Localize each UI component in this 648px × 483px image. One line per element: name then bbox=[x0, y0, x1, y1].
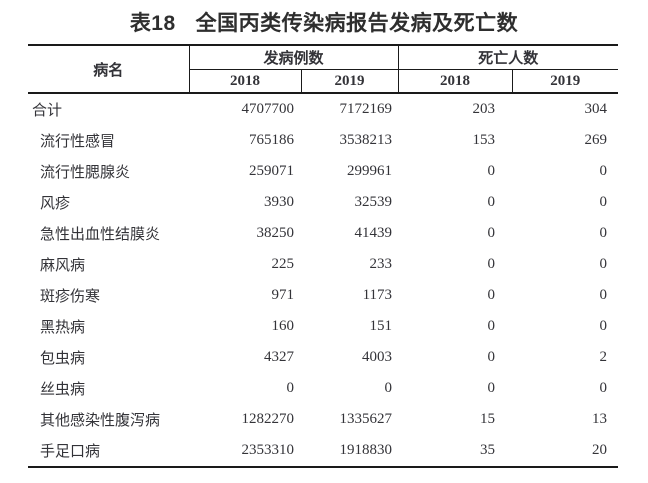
column-header-incidence-2018: 2018 bbox=[188, 69, 301, 94]
deaths-2019-cell: 0 bbox=[599, 287, 608, 303]
table-row: 黑热病 160 151 0 0 bbox=[28, 311, 618, 342]
deaths-2018-cell: 0 bbox=[487, 318, 496, 334]
incidence-2018-cell: 971 bbox=[271, 287, 295, 303]
deaths-2018-cell: 0 bbox=[487, 287, 496, 303]
disease-name-cell: 流行性腮腺炎 bbox=[40, 165, 131, 181]
table-body: 合计 4707700 7172169 203 304 流行性感冒 765186 … bbox=[28, 93, 618, 467]
table-row: 流行性腮腺炎 259071 299961 0 0 bbox=[28, 156, 618, 187]
deaths-2019-cell: 2 bbox=[599, 349, 608, 365]
column-header-incidence-2019: 2019 bbox=[300, 69, 399, 94]
disease-name-cell: 包虫病 bbox=[40, 351, 86, 367]
incidence-2018-cell: 0 bbox=[286, 380, 295, 396]
disease-name-cell: 其他感染性腹泻病 bbox=[40, 413, 161, 429]
column-group-incidence: 发病例数 bbox=[188, 45, 399, 70]
incidence-2019-cell: 3538213 bbox=[339, 132, 393, 148]
table-row: 其他感染性腹泻病 1282270 1335627 15 13 bbox=[28, 404, 618, 435]
deaths-2018-cell: 0 bbox=[487, 256, 496, 272]
incidence-2018-cell: 259071 bbox=[249, 163, 294, 179]
table-title-text: 全国丙类传染病报告发病及死亡数 bbox=[195, 12, 519, 35]
disease-name-cell: 麻风病 bbox=[40, 258, 86, 274]
deaths-2019-cell: 0 bbox=[599, 256, 608, 272]
deaths-2018-cell: 153 bbox=[472, 132, 496, 148]
incidence-2018-cell: 2353310 bbox=[241, 442, 295, 458]
incidence-2019-cell: 233 bbox=[369, 256, 393, 272]
table-row: 包虫病 4327 4003 0 2 bbox=[28, 342, 618, 373]
deaths-2019-cell: 20 bbox=[592, 442, 608, 458]
table-row: 急性出血性结膜炎 38250 41439 0 0 bbox=[28, 218, 618, 249]
incidence-2019-cell: 7172169 bbox=[339, 101, 393, 117]
table-header: 病名 发病例数 死亡人数 2018 2019 2018 2019 bbox=[28, 45, 619, 94]
deaths-2019-cell: 0 bbox=[599, 163, 608, 179]
deaths-2019-cell: 0 bbox=[599, 380, 608, 396]
disease-name-cell: 合计 bbox=[32, 103, 63, 119]
column-header-deaths-2019: 2019 bbox=[511, 69, 619, 94]
deaths-2019-cell: 0 bbox=[599, 225, 608, 241]
table-row: 麻风病 225 233 0 0 bbox=[28, 249, 618, 280]
disease-name-cell: 风疹 bbox=[40, 196, 71, 212]
disease-name-cell: 手足口病 bbox=[40, 444, 101, 460]
disease-name-cell: 丝虫病 bbox=[40, 382, 86, 398]
table-row: 手足口病 2353310 1918830 35 20 bbox=[28, 435, 618, 467]
table-number: 表18 bbox=[129, 12, 176, 35]
disease-name-cell: 黑热病 bbox=[40, 320, 86, 336]
incidence-2019-cell: 32539 bbox=[354, 194, 393, 210]
incidence-2019-cell: 1173 bbox=[362, 287, 393, 303]
disease-name-cell: 斑疹伤寒 bbox=[40, 289, 101, 305]
deaths-2018-cell: 35 bbox=[480, 442, 496, 458]
incidence-2018-cell: 160 bbox=[271, 318, 295, 334]
deaths-2019-cell: 304 bbox=[584, 101, 608, 117]
incidence-2018-cell: 765186 bbox=[249, 132, 294, 148]
disease-name-cell: 流行性感冒 bbox=[40, 134, 116, 150]
deaths-2018-cell: 0 bbox=[487, 163, 496, 179]
column-group-deaths: 死亡人数 bbox=[397, 45, 619, 70]
deaths-2018-cell: 0 bbox=[487, 349, 496, 365]
deaths-2018-cell: 15 bbox=[480, 411, 496, 427]
column-header-deaths-2018: 2018 bbox=[397, 69, 513, 94]
deaths-2018-cell: 203 bbox=[472, 101, 496, 117]
incidence-2018-cell: 1282270 bbox=[241, 411, 295, 427]
deaths-2018-cell: 0 bbox=[487, 225, 496, 241]
incidence-2018-cell: 4707700 bbox=[241, 101, 295, 117]
incidence-2019-cell: 151 bbox=[369, 318, 393, 334]
disease-name-cell: 急性出血性结膜炎 bbox=[40, 227, 161, 243]
table-row: 合计 4707700 7172169 203 304 bbox=[28, 93, 618, 125]
incidence-2019-cell: 0 bbox=[384, 380, 393, 396]
incidence-2018-cell: 225 bbox=[271, 256, 295, 272]
disease-statistics-table: 病名 发病例数 死亡人数 2018 2019 2018 2019 合计 4707… bbox=[28, 44, 619, 468]
table-row: 丝虫病 0 0 0 0 bbox=[28, 373, 618, 404]
incidence-2019-cell: 4003 bbox=[362, 349, 393, 365]
deaths-2019-cell: 0 bbox=[599, 318, 608, 334]
table-title: 表18 全国丙类传染病报告发病及死亡数 bbox=[0, 7, 648, 37]
deaths-2018-cell: 0 bbox=[487, 380, 496, 396]
deaths-2019-cell: 269 bbox=[584, 132, 608, 148]
column-header-disease: 病名 bbox=[28, 45, 189, 94]
deaths-2019-cell: 13 bbox=[592, 411, 608, 427]
incidence-2019-cell: 1918830 bbox=[339, 442, 393, 458]
table-row: 流行性感冒 765186 3538213 153 269 bbox=[28, 125, 618, 156]
incidence-2019-cell: 41439 bbox=[354, 225, 393, 241]
incidence-2019-cell: 299961 bbox=[347, 163, 393, 179]
table-row: 风疹 3930 32539 0 0 bbox=[28, 187, 618, 218]
incidence-2018-cell: 3930 bbox=[264, 194, 294, 210]
incidence-2018-cell: 38250 bbox=[256, 225, 295, 241]
table-row: 斑疹伤寒 971 1173 0 0 bbox=[28, 280, 618, 311]
incidence-2018-cell: 4327 bbox=[264, 349, 294, 365]
incidence-2019-cell: 1335627 bbox=[339, 411, 393, 427]
deaths-2018-cell: 0 bbox=[487, 194, 496, 210]
deaths-2019-cell: 0 bbox=[599, 194, 608, 210]
